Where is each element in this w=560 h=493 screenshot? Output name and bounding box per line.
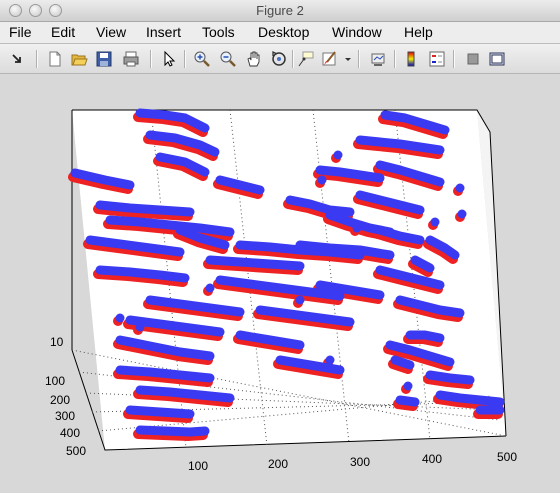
toolbar-separator bbox=[150, 50, 152, 68]
data-blob bbox=[210, 260, 300, 266]
data-dot bbox=[296, 296, 305, 305]
arrow-return-icon[interactable] bbox=[8, 50, 26, 68]
data-blob bbox=[140, 430, 205, 432]
brush-dropdown-icon[interactable] bbox=[343, 50, 353, 68]
data-dot bbox=[116, 314, 125, 323]
zoom-out-icon[interactable] bbox=[219, 50, 237, 68]
print-icon[interactable] bbox=[122, 50, 140, 68]
save-icon[interactable] bbox=[95, 50, 113, 68]
window-titlebar: Figure 2 bbox=[0, 0, 560, 22]
open-file-icon[interactable] bbox=[70, 50, 88, 68]
data-blob bbox=[430, 375, 470, 380]
figure-toolbar bbox=[0, 44, 560, 74]
y-tick-label: 300 bbox=[55, 409, 75, 423]
hide-plot-tools-icon[interactable] bbox=[464, 50, 482, 68]
toolbar-separator bbox=[453, 50, 455, 68]
data-dot bbox=[404, 382, 413, 391]
toolbar-separator bbox=[394, 50, 396, 68]
rotate-3d-icon[interactable] bbox=[270, 50, 288, 68]
insert-colorbar-icon[interactable] bbox=[402, 50, 420, 68]
window-title: Figure 2 bbox=[0, 3, 560, 18]
plot-axes[interactable]: 10 100 200 300 400 500 100 200 300 400 5… bbox=[0, 75, 560, 493]
x-tick-label: 200 bbox=[268, 457, 288, 471]
menu-insert[interactable]: Insert bbox=[146, 24, 181, 40]
data-dot bbox=[353, 224, 362, 233]
y-tick-label: 400 bbox=[60, 426, 80, 440]
menu-desktop[interactable]: Desktop bbox=[258, 24, 309, 40]
z-axis-ticks: 10 bbox=[50, 335, 64, 349]
new-figure-icon[interactable] bbox=[46, 50, 64, 68]
y-tick-label: 100 bbox=[45, 374, 65, 388]
link-plot-icon[interactable] bbox=[369, 50, 387, 68]
x-tick-label: 300 bbox=[350, 455, 370, 469]
show-plot-tools-icon[interactable] bbox=[488, 50, 506, 68]
menu-tools[interactable]: Tools bbox=[202, 24, 235, 40]
x-tick-label: 500 bbox=[497, 450, 517, 464]
data-blob bbox=[395, 360, 410, 365]
menu-help[interactable]: Help bbox=[404, 24, 433, 40]
data-dot bbox=[136, 323, 145, 332]
menu-view[interactable]: View bbox=[96, 24, 126, 40]
insert-legend-icon[interactable] bbox=[428, 50, 446, 68]
data-dot bbox=[456, 184, 465, 193]
toolbar-separator bbox=[358, 50, 360, 68]
menu-window[interactable]: Window bbox=[332, 24, 382, 40]
data-dot bbox=[326, 356, 335, 365]
data-dot bbox=[206, 284, 215, 293]
brush-icon[interactable] bbox=[321, 50, 339, 68]
data-dot bbox=[334, 151, 343, 160]
zoom-in-icon[interactable] bbox=[193, 50, 211, 68]
toolbar-separator bbox=[292, 50, 294, 68]
pan-hand-icon[interactable] bbox=[245, 50, 263, 68]
data-cursor-icon[interactable] bbox=[297, 50, 315, 68]
data-dot bbox=[431, 218, 440, 227]
menu-file[interactable]: File bbox=[9, 24, 32, 40]
data-blob bbox=[400, 400, 415, 402]
data-blob bbox=[130, 410, 190, 414]
x-tick-label: 400 bbox=[422, 452, 442, 466]
menu-edit[interactable]: Edit bbox=[51, 24, 75, 40]
y-tick-label: 200 bbox=[50, 393, 70, 407]
x-tick-label: 100 bbox=[188, 459, 208, 473]
x-axis-ticks: 100 200 300 400 500 bbox=[188, 450, 517, 473]
edit-plot-pointer-icon[interactable] bbox=[160, 50, 178, 68]
menu-bar: File Edit View Insert Tools Desktop Wind… bbox=[0, 22, 560, 44]
data-blob bbox=[410, 335, 440, 338]
z-tick-label: 10 bbox=[50, 335, 64, 349]
toolbar-separator bbox=[184, 50, 186, 68]
data-dot bbox=[318, 176, 327, 185]
toolbar-separator bbox=[36, 50, 38, 68]
y-tick-label: 500 bbox=[66, 444, 86, 458]
y-axis-ticks: 100 200 300 400 500 bbox=[45, 374, 86, 458]
data-dot bbox=[458, 210, 467, 219]
